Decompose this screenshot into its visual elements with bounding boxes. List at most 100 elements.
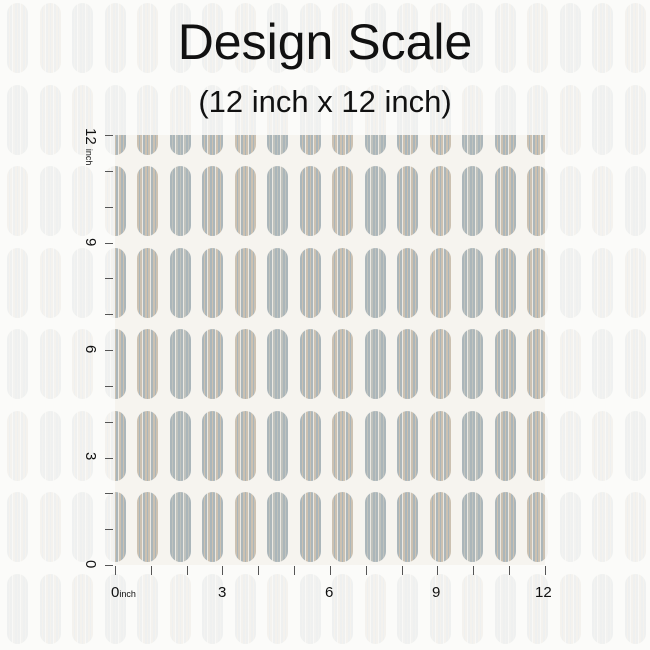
pattern-pill [364, 3, 386, 73]
y-tick [105, 350, 113, 352]
pattern-pill [429, 135, 451, 155]
pattern-pill [429, 329, 451, 399]
pattern-pill [364, 135, 386, 155]
pattern-pill [624, 492, 646, 562]
pattern-pill [364, 166, 386, 236]
pattern-pill [137, 492, 158, 562]
pattern-pill [332, 247, 353, 318]
pattern-pill [332, 166, 353, 236]
pattern-pill [624, 84, 646, 155]
x-tick [437, 566, 439, 575]
pattern-pill [332, 329, 353, 399]
pattern-pill [169, 410, 191, 481]
pattern-pill [72, 166, 93, 236]
x-tick [115, 566, 116, 575]
y-tick [105, 565, 113, 566]
pattern-pill [364, 410, 386, 481]
pattern-pill [527, 329, 545, 399]
pattern-pill [332, 135, 353, 155]
pattern-pill [559, 3, 581, 73]
pattern-pill [397, 166, 418, 236]
pattern-pill [72, 573, 93, 644]
y-label-12: 12 inch [82, 128, 99, 166]
pattern-pill [527, 166, 545, 236]
pattern-pill [115, 166, 126, 236]
y-tick [105, 206, 113, 208]
y-tick [105, 170, 113, 172]
pattern-pill [429, 3, 451, 73]
pattern-pill [527, 3, 548, 73]
y-label-6: 6 [82, 345, 99, 354]
pattern-pill [202, 329, 223, 399]
pattern-pill [7, 410, 28, 481]
y-tick [105, 314, 113, 316]
x-tick [473, 566, 475, 575]
pattern-pill [7, 492, 28, 562]
y-tick [105, 385, 113, 387]
x-tick [186, 566, 188, 575]
pattern-pill [527, 573, 548, 644]
pattern-pill [115, 135, 126, 155]
x-label-12: 12 [535, 584, 552, 601]
pattern-pill [104, 3, 126, 73]
pattern-pill [299, 329, 321, 399]
x-tick [150, 566, 152, 575]
x-tick [544, 566, 546, 575]
pattern-pill [559, 573, 581, 644]
pattern-pill [39, 573, 61, 644]
pattern-pill [527, 135, 545, 155]
pattern-pill [7, 247, 28, 318]
pattern-pill [39, 247, 61, 318]
pattern-pill [462, 573, 483, 644]
pattern-pill [72, 410, 93, 481]
x-label-0: 0inch [111, 584, 136, 601]
pattern-pill [364, 492, 386, 562]
pattern-pill [267, 135, 288, 155]
pattern-pill [429, 247, 451, 318]
pattern-pill [39, 410, 61, 481]
pattern-pill [299, 166, 321, 236]
pattern-pill [115, 410, 126, 481]
pattern-pill [559, 410, 581, 481]
y-tick [105, 421, 113, 423]
pattern-pill [592, 329, 613, 399]
pattern-pill [267, 3, 288, 73]
x-label-3: 3 [218, 584, 227, 601]
pattern-pill [364, 573, 386, 644]
pattern-pill [494, 135, 516, 155]
pattern-pill [234, 166, 256, 236]
pattern-pill [39, 3, 61, 73]
pattern-pill [364, 329, 386, 399]
pattern-pill [202, 247, 223, 318]
pattern-pill [559, 492, 581, 562]
pattern-pill [462, 135, 483, 155]
pattern-pill [7, 329, 28, 399]
pattern-pill [462, 247, 483, 318]
pattern-pill [169, 166, 191, 236]
x-label-9: 9 [432, 584, 441, 601]
pattern-pill [169, 247, 191, 318]
pattern-pill [267, 166, 288, 236]
pattern-pill [267, 573, 288, 644]
pattern-pill [72, 247, 93, 318]
pattern-pill [494, 573, 516, 644]
y-tick [105, 529, 113, 531]
pattern-pill [397, 247, 418, 318]
y-label-3: 3 [82, 452, 99, 461]
pattern-pill [332, 3, 353, 73]
pattern-pill [299, 492, 321, 562]
pattern-pill [299, 573, 321, 644]
pattern-pill [592, 573, 613, 644]
pattern-pill [72, 329, 93, 399]
pattern-pill [137, 3, 158, 73]
pattern-pill [267, 410, 288, 481]
pattern-pill [202, 410, 223, 481]
pattern-pill [332, 573, 353, 644]
pattern-pill [527, 247, 545, 318]
pattern-pill [202, 135, 223, 155]
pattern-pill [299, 247, 321, 318]
pattern-pill [429, 410, 451, 481]
pattern-pill [72, 492, 93, 562]
pattern-pill [527, 410, 545, 481]
pattern-pill [39, 166, 61, 236]
